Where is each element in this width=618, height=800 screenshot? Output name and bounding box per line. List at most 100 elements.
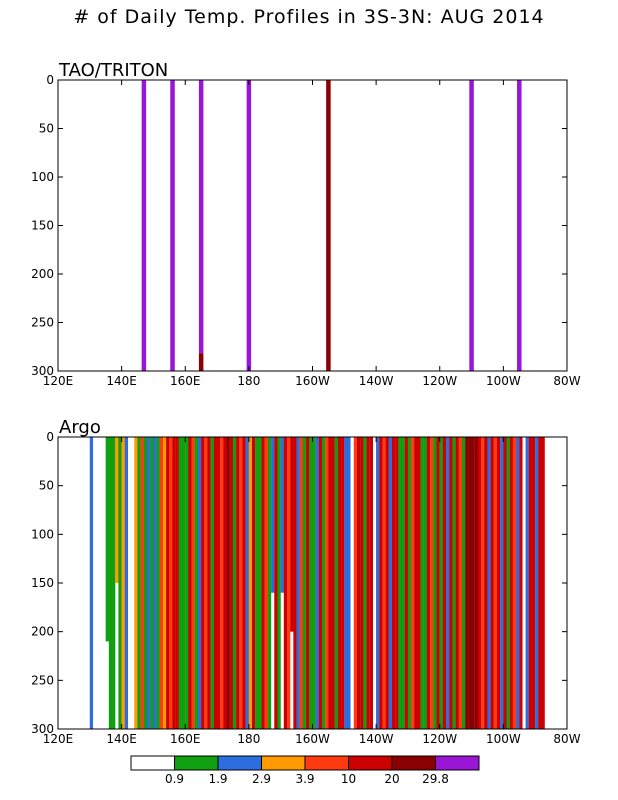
profile-bar (315, 437, 319, 729)
plot-frame (57, 79, 568, 372)
colorbar-label: 2.9 (252, 772, 271, 786)
profile-bar (411, 437, 415, 729)
y-tick-label: 150 (31, 576, 54, 590)
colorbar-swatch (391, 755, 436, 771)
colorbar-swatch (130, 755, 175, 771)
profile-bar (197, 437, 202, 729)
profile-bar (471, 437, 475, 729)
x-tick-label: 80W (553, 732, 580, 746)
profile-bar (137, 437, 141, 729)
colorbar-label: 29.8 (422, 772, 449, 786)
profile-bar (484, 437, 488, 729)
profile-bar (172, 437, 176, 729)
profile-bar (166, 437, 170, 729)
profile-bar (280, 437, 284, 593)
profile-bar (509, 437, 513, 729)
profile-bar (264, 437, 269, 729)
profile-bar (404, 437, 408, 729)
profile-bar (506, 437, 510, 729)
profile-bar (226, 437, 230, 729)
profile-bar (134, 437, 138, 729)
profile-bar (347, 437, 351, 729)
profile-bar (426, 437, 431, 729)
profile-bar (286, 437, 291, 729)
x-tick-label: 180 (237, 732, 260, 746)
profile-bar (261, 437, 265, 729)
colorbar-swatch (174, 755, 219, 771)
profile-bar (89, 437, 94, 729)
profile-bar (143, 437, 148, 729)
y-tick-label: 200 (31, 625, 54, 639)
profile-bar (430, 437, 434, 729)
profile-bar (141, 80, 147, 371)
profile-bar (325, 437, 329, 729)
profile-bar (420, 437, 424, 729)
profile-bar (538, 437, 542, 729)
profile-bar (204, 437, 208, 729)
profile-bar (194, 437, 199, 729)
profile-bar (417, 437, 421, 729)
profile-bar (156, 437, 160, 729)
profile-bar (245, 437, 249, 729)
profile-bar (474, 437, 478, 729)
y-tick-label: 100 (31, 527, 54, 541)
profile-bar (385, 437, 389, 729)
profile-bar (147, 437, 151, 729)
x-tick-label: 140E (106, 732, 137, 746)
profile-bar (442, 437, 447, 729)
y-tick-label: 300 (31, 722, 54, 736)
x-tick-label: 180 (237, 374, 260, 388)
profile-bar (528, 437, 533, 729)
profile-bar (277, 437, 281, 729)
profile-bar (407, 437, 412, 729)
x-tick-label: 160W (295, 732, 330, 746)
profile-bar (246, 80, 252, 371)
profile-bar (519, 437, 523, 729)
y-tick-label: 100 (31, 170, 54, 184)
profile-bar (500, 437, 504, 729)
profile-bar (516, 437, 520, 729)
profile-bar (461, 437, 466, 729)
profile-bar (398, 437, 402, 729)
profile-bar (436, 437, 440, 729)
profile-bar (531, 437, 536, 729)
profile-bar (169, 437, 173, 729)
profile-bar (274, 437, 278, 729)
profile-bar (487, 437, 491, 729)
profile-bar (236, 437, 240, 729)
profile-bar (159, 437, 164, 729)
x-tick-label: 140W (359, 374, 394, 388)
profile-bar (477, 437, 482, 729)
profile-bar (207, 437, 211, 729)
profile-bar (439, 437, 443, 729)
profile-bar (331, 437, 335, 729)
profile-bar (382, 437, 386, 729)
profile-bar (191, 437, 195, 729)
profile-bar (267, 437, 272, 729)
profile-bar (452, 437, 456, 729)
profile-bar (115, 437, 119, 583)
colorbar-swatch (304, 755, 349, 771)
colorbar-label: 20 (384, 772, 399, 786)
profile-bar (369, 437, 374, 729)
profile-bar (201, 437, 205, 729)
profile-bar (112, 437, 116, 729)
y-tick-label: 250 (31, 316, 54, 330)
y-tick-label: 0 (46, 73, 54, 87)
y-tick-label: 150 (31, 219, 54, 233)
profile-bar (248, 437, 253, 729)
profile-bar (153, 437, 157, 729)
profile-bar (395, 437, 399, 729)
profile-bar (350, 437, 354, 729)
profile-bar (468, 437, 472, 729)
profile-bar (182, 437, 186, 729)
profile-bar (401, 437, 405, 729)
y-tick-label: 200 (31, 267, 54, 281)
profile-bar (108, 437, 113, 729)
profile-bar (379, 437, 383, 729)
x-tick-label: 100W (486, 374, 521, 388)
profile-bar (328, 437, 332, 729)
profile-bar (341, 437, 345, 729)
chart-title: # of Daily Temp. Profiles in 3S-3N: AUG … (73, 6, 545, 28)
profile-bar (391, 437, 396, 729)
